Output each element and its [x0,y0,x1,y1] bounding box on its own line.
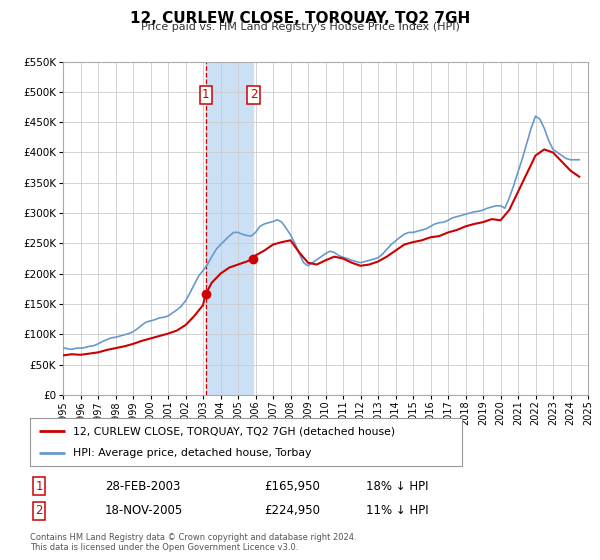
Text: HPI: Average price, detached house, Torbay: HPI: Average price, detached house, Torb… [73,448,311,458]
Text: Contains HM Land Registry data © Crown copyright and database right 2024.: Contains HM Land Registry data © Crown c… [30,533,356,542]
Bar [206,62,253,395]
Text: 1: 1 [35,479,43,493]
Text: Price paid vs. HM Land Registry's House Price Index (HPI): Price paid vs. HM Land Registry's House … [140,22,460,32]
Text: £224,950: £224,950 [264,504,320,517]
Text: 12, CURLEW CLOSE, TORQUAY, TQ2 7GH: 12, CURLEW CLOSE, TORQUAY, TQ2 7GH [130,11,470,26]
Text: 12, CURLEW CLOSE, TORQUAY, TQ2 7GH (detached house): 12, CURLEW CLOSE, TORQUAY, TQ2 7GH (deta… [73,426,395,436]
Text: 18-NOV-2005: 18-NOV-2005 [105,504,183,517]
Text: £165,950: £165,950 [264,479,320,493]
Text: 2: 2 [250,88,257,101]
Text: This data is licensed under the Open Government Licence v3.0.: This data is licensed under the Open Gov… [30,543,298,552]
Text: 28-FEB-2003: 28-FEB-2003 [105,479,181,493]
Text: 18% ↓ HPI: 18% ↓ HPI [366,479,428,493]
Text: 11% ↓ HPI: 11% ↓ HPI [366,504,428,517]
Text: 2: 2 [35,504,43,517]
Text: 1: 1 [202,88,209,101]
